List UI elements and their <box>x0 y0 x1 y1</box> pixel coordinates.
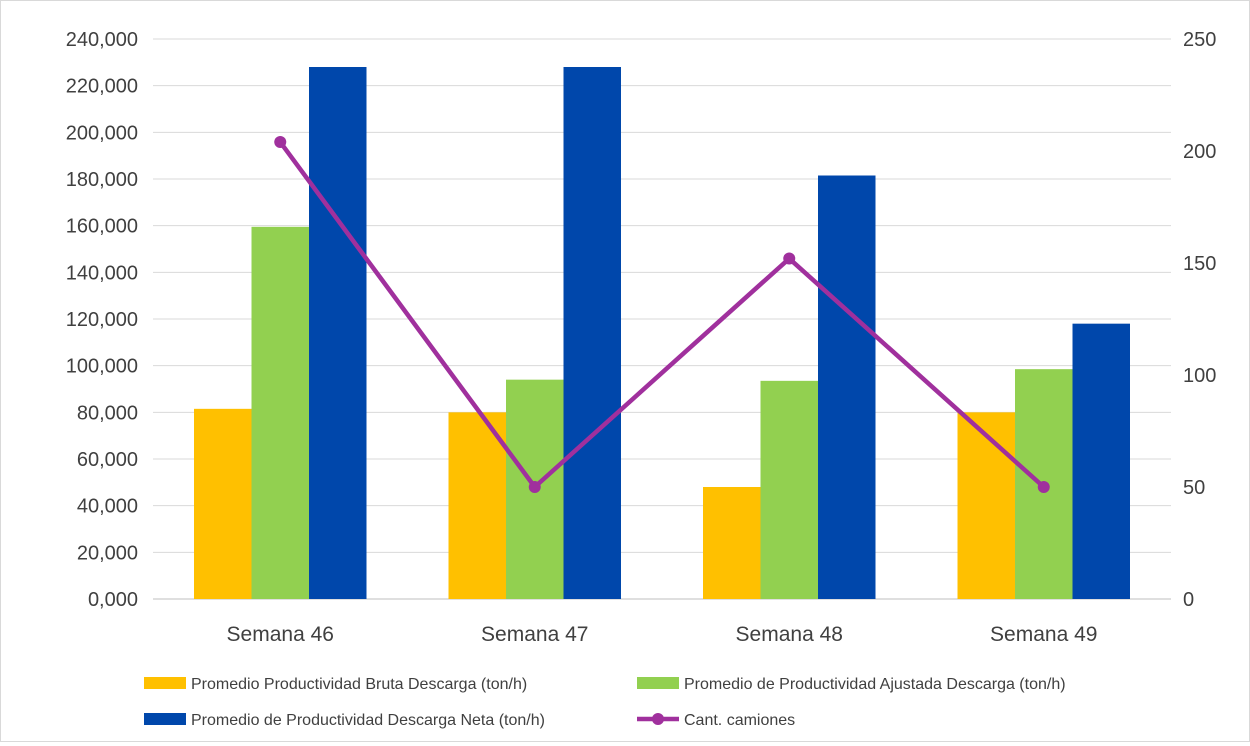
bar <box>1072 323 1130 599</box>
legend-swatch <box>637 677 679 689</box>
left-y-tick-label: 220,000 <box>66 76 138 98</box>
line-series <box>274 136 1050 493</box>
right-y-tick-label: 0 <box>1183 589 1194 611</box>
legend: Promedio Productividad Bruta Descarga (t… <box>144 676 1066 729</box>
legend-label: Promedio de Productividad Ajustada Desca… <box>684 676 1066 693</box>
right-y-tick-label: 100 <box>1183 365 1216 387</box>
legend-label: Promedio Productividad Bruta Descarga (t… <box>191 676 527 693</box>
left-y-tick-label: 20,000 <box>77 542 138 564</box>
line-point <box>1037 481 1050 493</box>
bar <box>957 412 1015 599</box>
legend-item: Promedio de Productividad Ajustada Desca… <box>637 676 1066 693</box>
line-point <box>783 252 796 265</box>
bar <box>563 67 621 599</box>
left-y-tick-label: 100,000 <box>66 356 138 378</box>
line-point <box>528 481 541 493</box>
bar <box>760 380 818 599</box>
legend-swatch <box>144 677 186 689</box>
left-axis-ticks: 0,000 20,000 40,000 60,000 80,000 100,000 120,… <box>66 29 138 611</box>
right-axis-ticks: 0 50 100 150 200 250 <box>1183 29 1216 611</box>
bar <box>251 226 309 600</box>
left-y-tick-label: 0,000 <box>88 589 138 611</box>
x-axis-ticks: Semana 46 Semana 47 Semana 48 Semana 49 <box>227 623 1098 646</box>
legend-swatch-marker <box>652 713 664 725</box>
legend-label: Promedio de Productividad Descarga Neta … <box>191 712 545 729</box>
left-y-tick-label: 140,000 <box>66 262 138 284</box>
legend-item: Cant. camiones <box>637 712 795 729</box>
left-y-tick-label: 180,000 <box>66 169 138 191</box>
legend-item: Promedio Productividad Bruta Descarga (t… <box>144 676 527 693</box>
legend-swatch <box>144 713 186 725</box>
left-y-tick-label: 120,000 <box>66 309 138 331</box>
right-y-tick-label: 200 <box>1183 141 1216 163</box>
bar <box>818 175 876 599</box>
bar <box>194 408 252 599</box>
left-y-tick-label: 60,000 <box>77 449 138 471</box>
line-point <box>274 136 287 149</box>
left-y-tick-label: 200,000 <box>66 122 138 144</box>
left-y-tick-label: 80,000 <box>77 402 138 424</box>
bar <box>448 412 506 599</box>
legend-label: Cant. camiones <box>684 712 795 729</box>
x-tick-label: Semana 49 <box>990 623 1097 646</box>
x-tick-label: Semana 47 <box>481 623 588 646</box>
bar <box>703 487 761 599</box>
right-y-tick-label: 250 <box>1183 29 1216 51</box>
x-tick-label: Semana 46 <box>227 623 334 646</box>
x-tick-label: Semana 48 <box>736 623 843 646</box>
bar <box>309 67 367 599</box>
left-y-tick-label: 40,000 <box>77 496 138 518</box>
left-y-tick-label: 240,000 <box>66 29 138 51</box>
line-path <box>278 140 1046 490</box>
right-y-tick-label: 150 <box>1183 253 1216 275</box>
legend-item: Promedio de Productividad Descarga Neta … <box>144 712 545 729</box>
left-y-tick-label: 160,000 <box>66 216 138 238</box>
bars <box>194 67 1130 600</box>
right-y-tick-label: 50 <box>1183 477 1205 499</box>
